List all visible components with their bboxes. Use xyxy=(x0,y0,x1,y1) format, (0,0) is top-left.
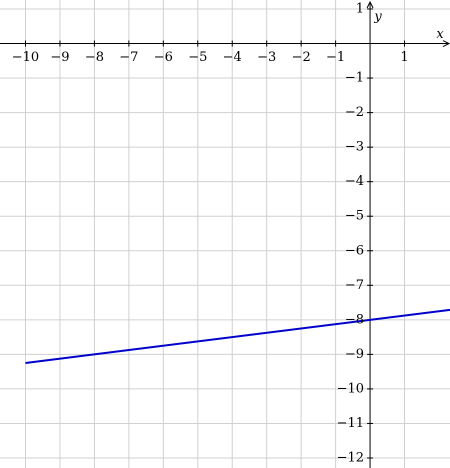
y-tick-label: −8 xyxy=(345,312,364,327)
labels: −10 −9 −8 −7 −6 −5 −4 −3 −2 −1 11−1−2−3−4−5−6−7−8−… xyxy=(12,1,445,465)
x-tick-label: −7 xyxy=(119,50,138,65)
x-tick-label: −5 xyxy=(188,50,207,65)
x-tick-label: −1 xyxy=(326,50,345,65)
y-axis-label: y xyxy=(373,10,382,25)
y-tick-label: −11 xyxy=(337,416,364,431)
x-axis-label: x xyxy=(436,27,444,42)
y-tick-label: −6 xyxy=(345,243,364,258)
y-tick-label: −10 xyxy=(337,381,364,396)
y-tick-label: −2 xyxy=(345,105,364,120)
x-tick-label: −6 xyxy=(154,50,173,65)
x-tick-label: −8 xyxy=(85,50,104,65)
y-tick-label: −3 xyxy=(345,140,364,155)
x-tick-label: 1 xyxy=(400,50,408,65)
x-tick-label: −2 xyxy=(292,50,311,65)
y-tick-label: −4 xyxy=(345,174,364,189)
y-tick-label: −5 xyxy=(345,209,364,224)
x-tick-label: −3 xyxy=(257,50,276,65)
x-tick-label: −10 xyxy=(12,50,39,65)
x-axis-arrow xyxy=(442,40,450,47)
x-tick-label: −9 xyxy=(50,50,69,65)
marks xyxy=(25,308,450,364)
data-line xyxy=(25,308,450,364)
y-tick-label: −12 xyxy=(337,450,364,465)
y-tick-label: −1 xyxy=(345,71,364,86)
y-tick-label: −7 xyxy=(345,278,364,293)
y-tick-label: 1 xyxy=(356,1,364,16)
y-axis-arrow xyxy=(366,0,374,9)
y-tick-label: −9 xyxy=(345,347,364,362)
x-tick-label: −4 xyxy=(223,50,242,65)
